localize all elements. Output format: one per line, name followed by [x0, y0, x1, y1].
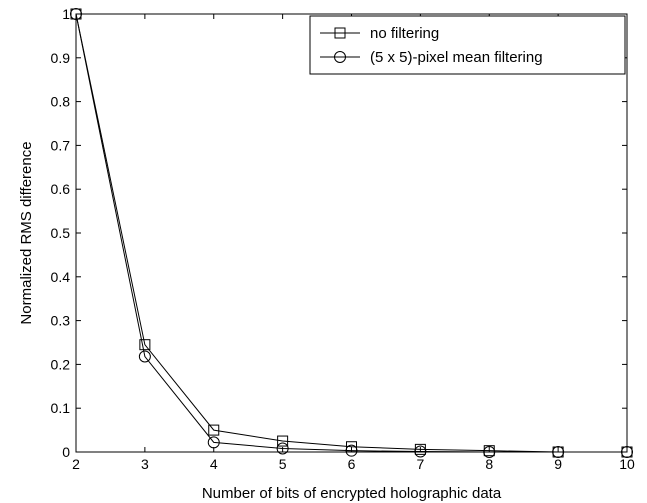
legend-label: (5 x 5)-pixel mean filtering: [370, 49, 543, 66]
circle-marker: [483, 446, 496, 458]
legend: no filtering (5 x 5)-pixel mean filtering: [309, 15, 626, 75]
y-tick-label: 0.7: [51, 137, 71, 153]
x-tick-label: 5: [279, 456, 287, 472]
legend-item: no filtering: [320, 25, 439, 42]
y-tick-label: 0.2: [51, 356, 71, 372]
legend-square-marker: [334, 27, 346, 39]
x-tick-label: 2: [72, 456, 80, 472]
series-line: [75, 13, 627, 453]
series-mean-filtering: [70, 8, 633, 458]
x-tick-label: 4: [210, 456, 218, 472]
circle-marker: [621, 446, 633, 458]
y-tick-label: 0.3: [51, 313, 71, 329]
y-axis-title: Normalized RMS difference: [18, 141, 35, 324]
x-tick-label: 6: [348, 456, 356, 472]
y-tick-label: 0.8: [51, 94, 71, 110]
circle-marker: [276, 442, 289, 455]
y-tick-label: 0.5: [51, 225, 71, 241]
series-layer: [70, 8, 633, 458]
plot-area: [75, 13, 628, 453]
x-tick-label: 7: [416, 456, 424, 472]
circle-marker: [207, 436, 220, 449]
y-axis: 0 0.1 0.2 0.3 0.4 0.5 0.6 0.7 0.8 0.9 1: [51, 6, 627, 460]
square-marker: [139, 339, 151, 351]
square-marker: [277, 435, 289, 447]
y-tick-label: 0.1: [51, 400, 71, 416]
legend-box: [309, 15, 626, 75]
y-tick-label: 0.4: [51, 269, 71, 285]
x-tick-label: 10: [619, 456, 635, 472]
circle-marker: [414, 445, 427, 458]
circle-marker: [345, 444, 358, 457]
square-marker: [346, 441, 357, 453]
x-tick-label: 8: [485, 456, 493, 472]
x-tick-label: 3: [141, 456, 149, 472]
legend-label: no filtering: [370, 25, 439, 42]
x-tick-label: 9: [554, 456, 562, 472]
plot-frame: [75, 13, 628, 453]
circle-marker: [70, 8, 82, 20]
y-tick-label: 0.9: [51, 50, 71, 66]
y-tick-label: 0: [62, 444, 70, 460]
circle-marker: [552, 446, 565, 458]
legend-circle-marker: [334, 51, 346, 63]
y-tick-label: 0.6: [51, 181, 71, 197]
x-axis: 2 3 4 5 6 7 8 9 10: [72, 14, 635, 472]
legend-item: (5 x 5)-pixel mean filtering: [320, 49, 543, 66]
x-axis-title: Number of bits of encrypted holographic …: [202, 485, 502, 502]
square-marker: [208, 424, 220, 436]
circle-marker: [138, 350, 151, 363]
y-tick-label: 1: [62, 6, 70, 22]
